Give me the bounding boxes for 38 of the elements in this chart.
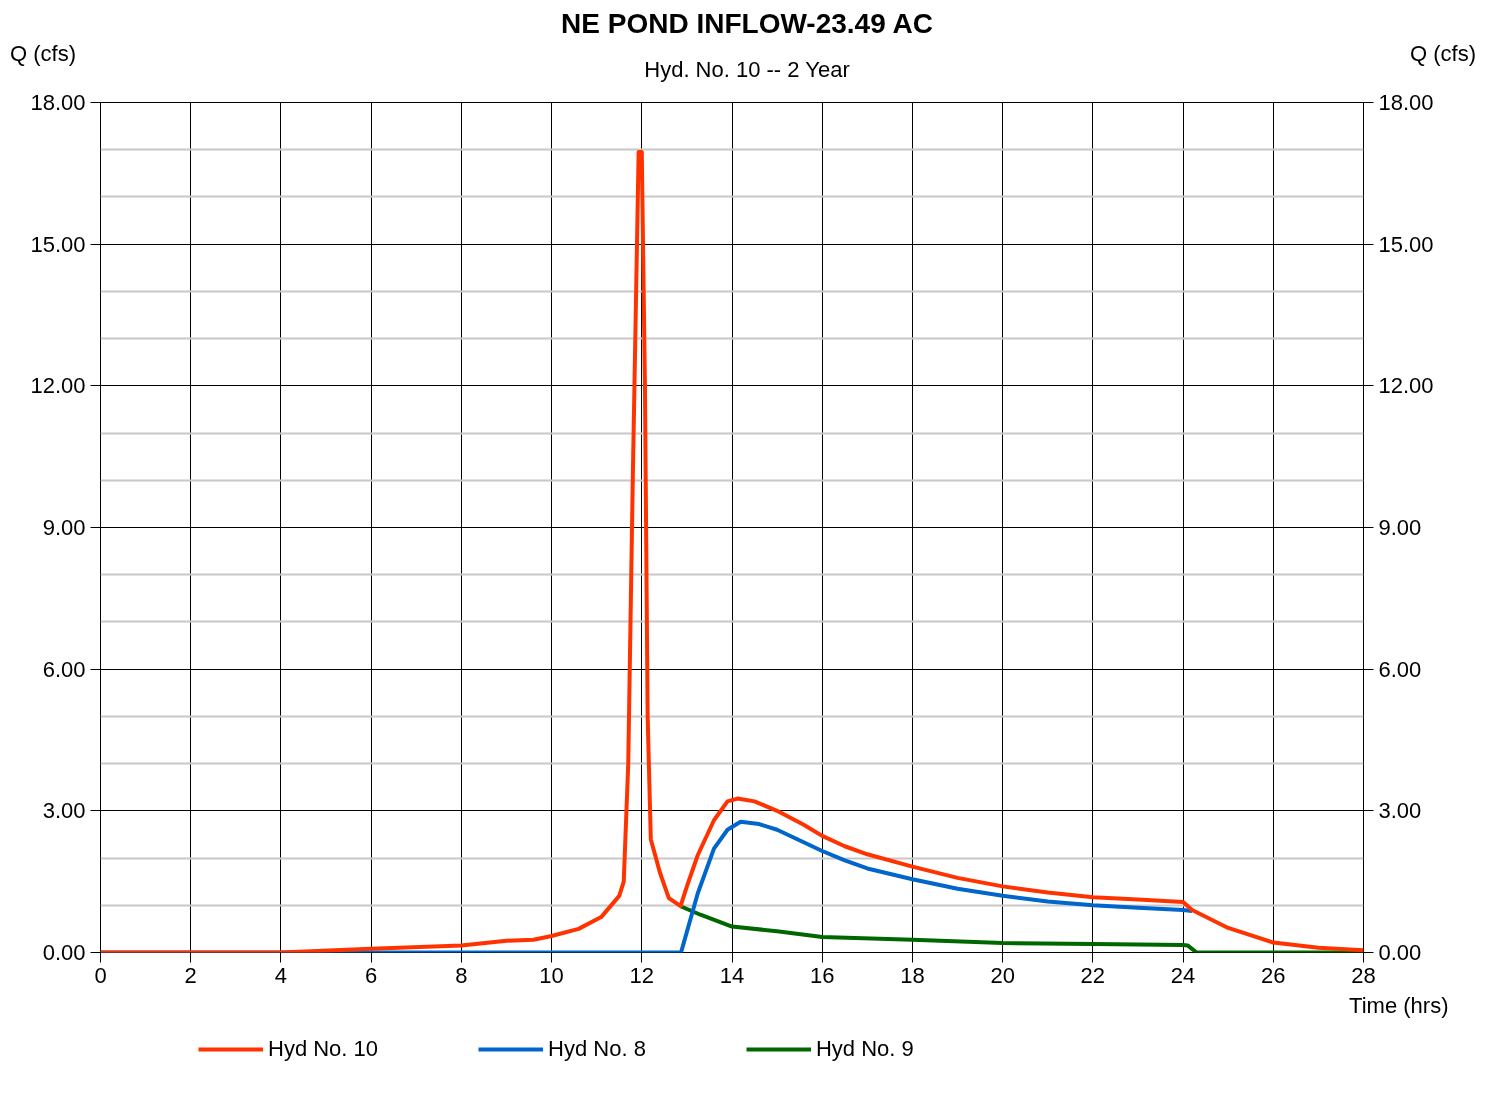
- x-tick-label: 4: [274, 962, 288, 988]
- x-tick-label: 28: [1351, 962, 1376, 988]
- x-tick-label: 24: [1170, 962, 1196, 988]
- x-tick-label: 6: [365, 962, 378, 988]
- x-tick-label: 22: [1080, 962, 1106, 988]
- x-tick-label: 16: [809, 962, 835, 988]
- x-tick-label: 14: [719, 962, 745, 988]
- y-tick-label: 9.00: [42, 515, 86, 540]
- legend-label: Hyd No. 8: [548, 1036, 646, 1062]
- y-tick-label: 6.00: [42, 656, 86, 682]
- y-tick-label: 18.00: [30, 90, 86, 115]
- x-tick-label: 26: [1261, 962, 1286, 988]
- x-tick-label: 20: [990, 962, 1015, 988]
- y2-axis-title: Q (cfs): [1410, 40, 1476, 68]
- y2-tick-label: 9.00: [1378, 515, 1422, 540]
- y-tick-label: 12.00: [30, 373, 86, 399]
- y2-tick-label: 18.00: [1378, 90, 1434, 115]
- x-tick-label: 0: [94, 962, 107, 988]
- x-axis-title: Time (hrs): [1349, 992, 1449, 1018]
- y2-tick-label: 15.00: [1378, 231, 1434, 257]
- x-tick-label: 12: [629, 962, 655, 988]
- chart-title: NE POND INFLOW-23.49 AC: [561, 8, 933, 39]
- y2-tick-label: 3.00: [1378, 798, 1422, 824]
- chart-subtitle: Hyd. No. 10 -- 2 Year: [644, 57, 850, 82]
- y2-tick-label: 12.00: [1378, 373, 1434, 399]
- legend-label: Hyd No. 9: [815, 1036, 914, 1062]
- y2-tick-label: 6.00: [1378, 656, 1422, 682]
- x-tick-label: 8: [455, 962, 468, 988]
- y2-tick-label: 0.00: [1378, 940, 1422, 965]
- y-tick-label: 0.00: [42, 940, 86, 965]
- x-tick-label: 18: [900, 962, 925, 988]
- y-axis-title: Q (cfs): [10, 40, 76, 68]
- x-tick-label: 2: [184, 962, 197, 988]
- y-tick-label: 15.00: [30, 231, 86, 257]
- line-series: [100, 150, 1364, 953]
- legend-label: Hyd No. 10: [268, 1036, 379, 1062]
- x-tick-label: 10: [539, 962, 564, 988]
- y-tick-label: 3.00: [42, 798, 86, 824]
